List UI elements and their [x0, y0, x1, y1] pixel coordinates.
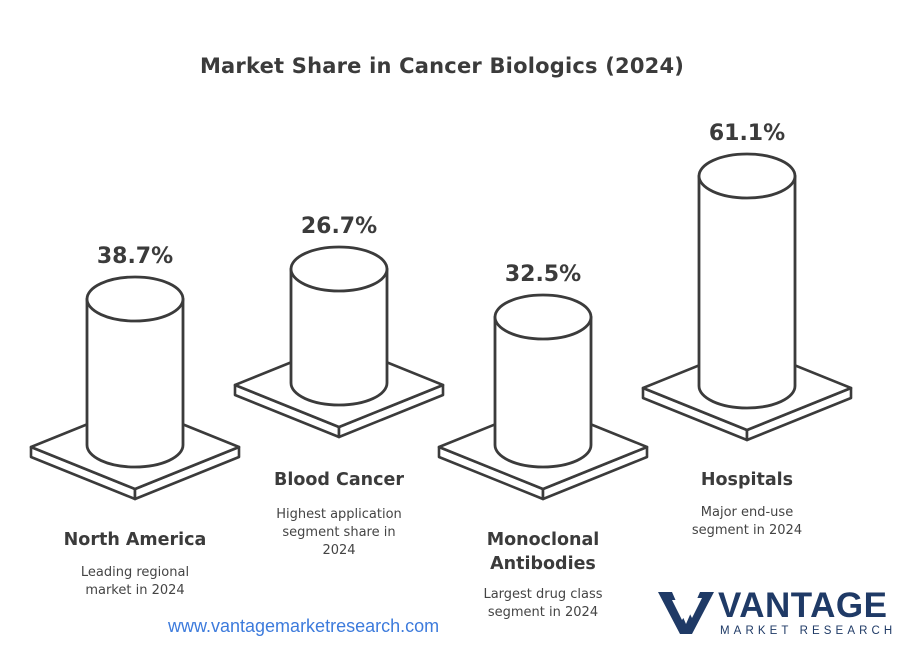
value-label: 32.5%	[505, 262, 581, 287]
value-label: 38.7%	[97, 244, 173, 269]
logo-tagline: MARKET RESEARCH	[720, 625, 897, 637]
description-line: Major end-use	[701, 505, 793, 520]
category-label: Monoclonal	[487, 530, 600, 550]
description-line: Largest drug class	[483, 587, 602, 602]
bar-1: 26.7% Blood Cancer Highest application segm…	[233, 214, 445, 558]
chart-title: Market Share in Cancer Biologics (2024)	[199, 54, 685, 78]
value-label: 26.7%	[301, 214, 377, 239]
description-line: 2024	[322, 543, 355, 558]
description-line: segment share in	[282, 525, 395, 540]
category-label: Hospitals	[701, 470, 793, 490]
bar-3: 61.1% Hospitals Major end-use segment in 20…	[641, 121, 853, 538]
vantage-v-icon	[658, 592, 714, 634]
cylinder-body	[85, 297, 185, 469]
description-line: Leading regional	[81, 565, 189, 580]
bar-2: 32.5% Monoclonal Antibodies Largest drug cl…	[437, 262, 649, 620]
cylinder-body	[493, 315, 593, 469]
vantage-logo: VANTAGE MARKET RESEARCH	[656, 586, 900, 640]
description-line: segment in 2024	[692, 523, 802, 538]
bar-0: 38.7% North America Leading regional market…	[29, 244, 241, 598]
description-line: Highest application	[276, 507, 402, 522]
cylinder-body	[697, 174, 797, 410]
cylinder-top	[697, 152, 797, 200]
description-line: segment in 2024	[488, 605, 598, 620]
value-label: 61.1%	[709, 121, 785, 146]
category-label: North America	[64, 530, 207, 550]
category-label: Antibodies	[490, 554, 596, 574]
website-link[interactable]: www.vantagemarketresearch.com	[168, 616, 440, 636]
cylinder-top	[289, 245, 389, 293]
cylinder-body	[289, 267, 389, 407]
logo-wordmark: VANTAGE	[718, 586, 888, 625]
description-line: market in 2024	[85, 583, 184, 598]
category-label: Blood Cancer	[274, 470, 404, 490]
cylinder-top	[85, 275, 185, 323]
cylinder-top	[493, 293, 593, 341]
